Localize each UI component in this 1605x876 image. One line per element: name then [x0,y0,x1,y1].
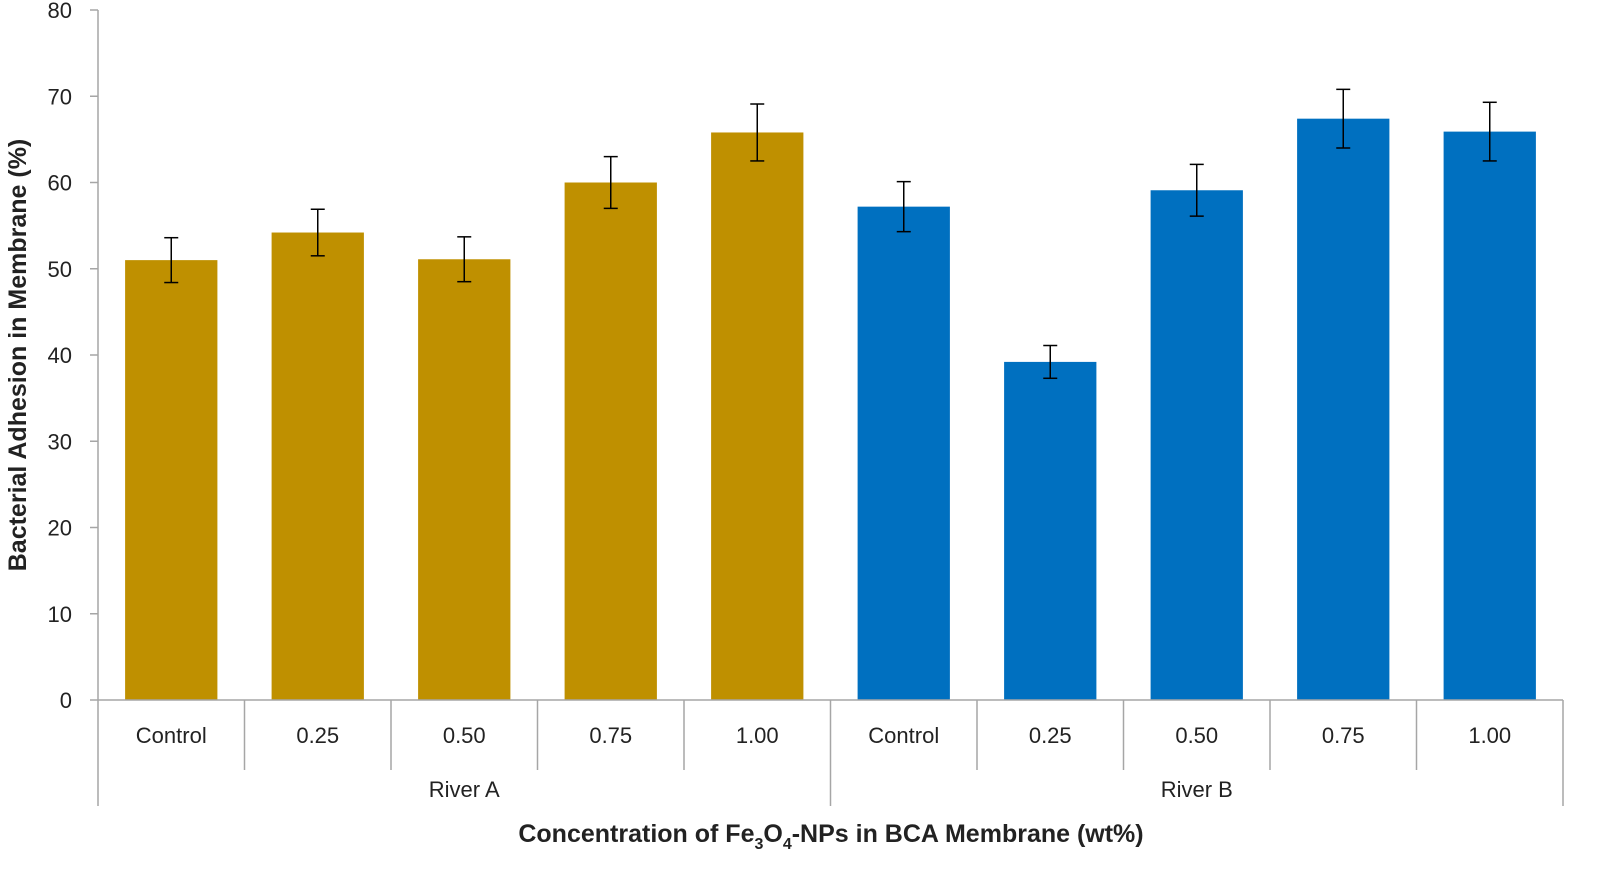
bar [125,260,218,700]
bar [1297,118,1390,701]
group-label: River A [429,777,500,802]
y-tick-label: 60 [48,171,72,196]
category-label: 0.75 [589,723,632,748]
bar [1150,190,1243,700]
y-tick-label: 50 [48,257,72,282]
bar [564,182,657,700]
category-label: 0.25 [1029,723,1072,748]
category-label: Control [868,723,939,748]
x-axis-title-sub1: 3 [754,836,763,853]
x-axis-title-sub2: 4 [783,836,792,853]
bar [711,132,804,701]
y-tick-label: 40 [48,343,72,368]
x-axis-title-prefix: Concentration of Fe [518,820,754,848]
y-tick-label: 30 [48,429,72,454]
y-axis: 0 10 20 30 40 50 60 70 80 [48,0,99,713]
y-tick-label: 80 [48,0,72,23]
category-label: 0.50 [1175,723,1218,748]
bars [125,88,1536,701]
category-label: Control [136,723,207,748]
y-tick-label: 20 [48,516,72,541]
bar [271,232,364,700]
bar [857,206,950,700]
category-label: 1.00 [1468,723,1511,748]
category-label: 1.00 [736,723,779,748]
category-label: 0.25 [296,723,339,748]
y-axis-title: Bacterial Adhesion in Membrane (%) [4,139,32,572]
x-axis: Control 0.25 0.50 0.75 1.00 River A Control 0.2… [97,699,1564,806]
bar [1443,131,1536,701]
category-label: 0.50 [443,723,486,748]
y-tick-label: 70 [48,84,72,109]
y-tick-label: 0 [60,688,72,713]
x-axis-title-suffix: -NPs in BCA Membrane (wt%) [792,820,1144,848]
bar [418,259,511,700]
x-axis-title: Concentration of Fe3O4-NPs in BCA Membra… [518,820,1143,853]
y-tick-label: 10 [48,602,72,627]
category-label: 0.75 [1322,723,1365,748]
group-label: River B [1161,777,1233,802]
x-axis-title-mid: O [763,820,782,848]
bar [1004,361,1097,700]
